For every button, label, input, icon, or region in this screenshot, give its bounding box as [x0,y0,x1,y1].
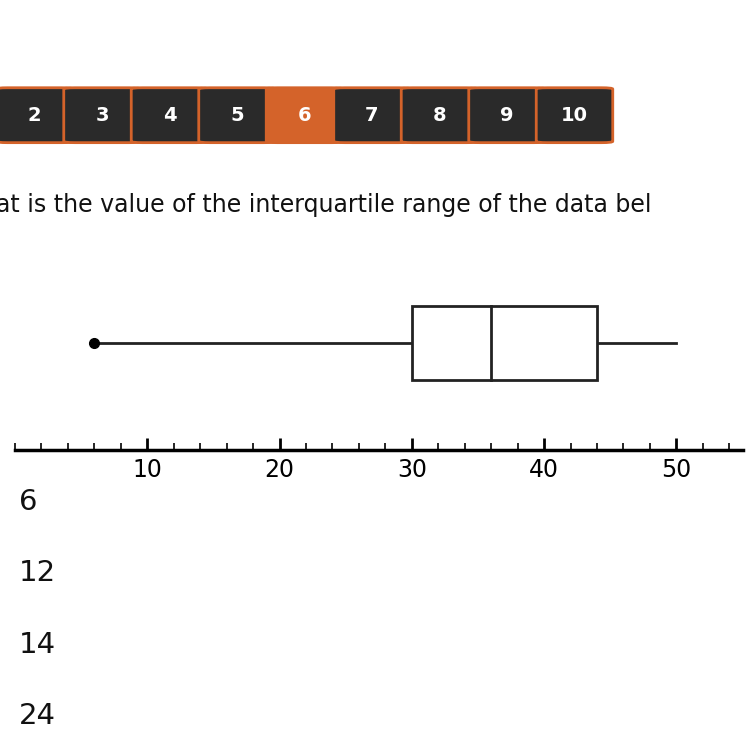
Text: at is the value of the interquartile range of the data bel: at is the value of the interquartile ran… [0,193,652,217]
Text: 7: 7 [365,106,379,124]
FancyBboxPatch shape [469,88,545,142]
Text: 24: 24 [19,702,55,730]
Text: 5: 5 [230,106,244,124]
Text: Active: Active [30,34,99,53]
Text: 6: 6 [19,488,38,516]
FancyBboxPatch shape [334,88,410,142]
Bar [412,306,597,380]
FancyBboxPatch shape [401,88,478,142]
FancyBboxPatch shape [536,88,613,142]
Text: 14: 14 [19,631,55,658]
FancyBboxPatch shape [64,88,140,142]
FancyBboxPatch shape [266,88,343,142]
Text: 10: 10 [561,106,588,124]
Text: 9: 9 [500,106,514,124]
Text: 2: 2 [28,106,41,124]
Text: 3: 3 [95,106,109,124]
FancyBboxPatch shape [199,88,275,142]
FancyBboxPatch shape [0,88,73,142]
Text: 12: 12 [19,560,55,587]
Text: 8: 8 [433,106,446,124]
Text: 6: 6 [298,106,311,124]
Text: 4: 4 [163,106,176,124]
FancyBboxPatch shape [131,88,208,142]
Text: x Plots: x Plots [0,0,117,26]
